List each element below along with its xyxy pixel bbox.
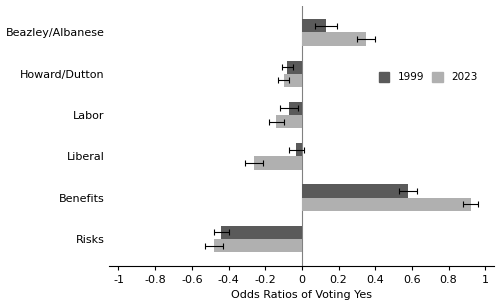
Bar	[289, 102, 302, 115]
X-axis label: Odds Ratios of Voting Yes: Odds Ratios of Voting Yes	[232, 290, 372, 300]
Bar	[276, 115, 302, 128]
Legend: 1999, 2023: 1999, 2023	[374, 68, 482, 87]
Bar	[284, 74, 302, 87]
Bar	[302, 198, 470, 211]
Bar	[296, 143, 302, 156]
Bar	[302, 19, 326, 32]
Bar	[302, 32, 366, 46]
Bar	[302, 185, 408, 198]
Bar	[221, 226, 302, 239]
Bar	[287, 61, 302, 74]
Bar	[214, 239, 302, 252]
Bar	[254, 156, 302, 170]
